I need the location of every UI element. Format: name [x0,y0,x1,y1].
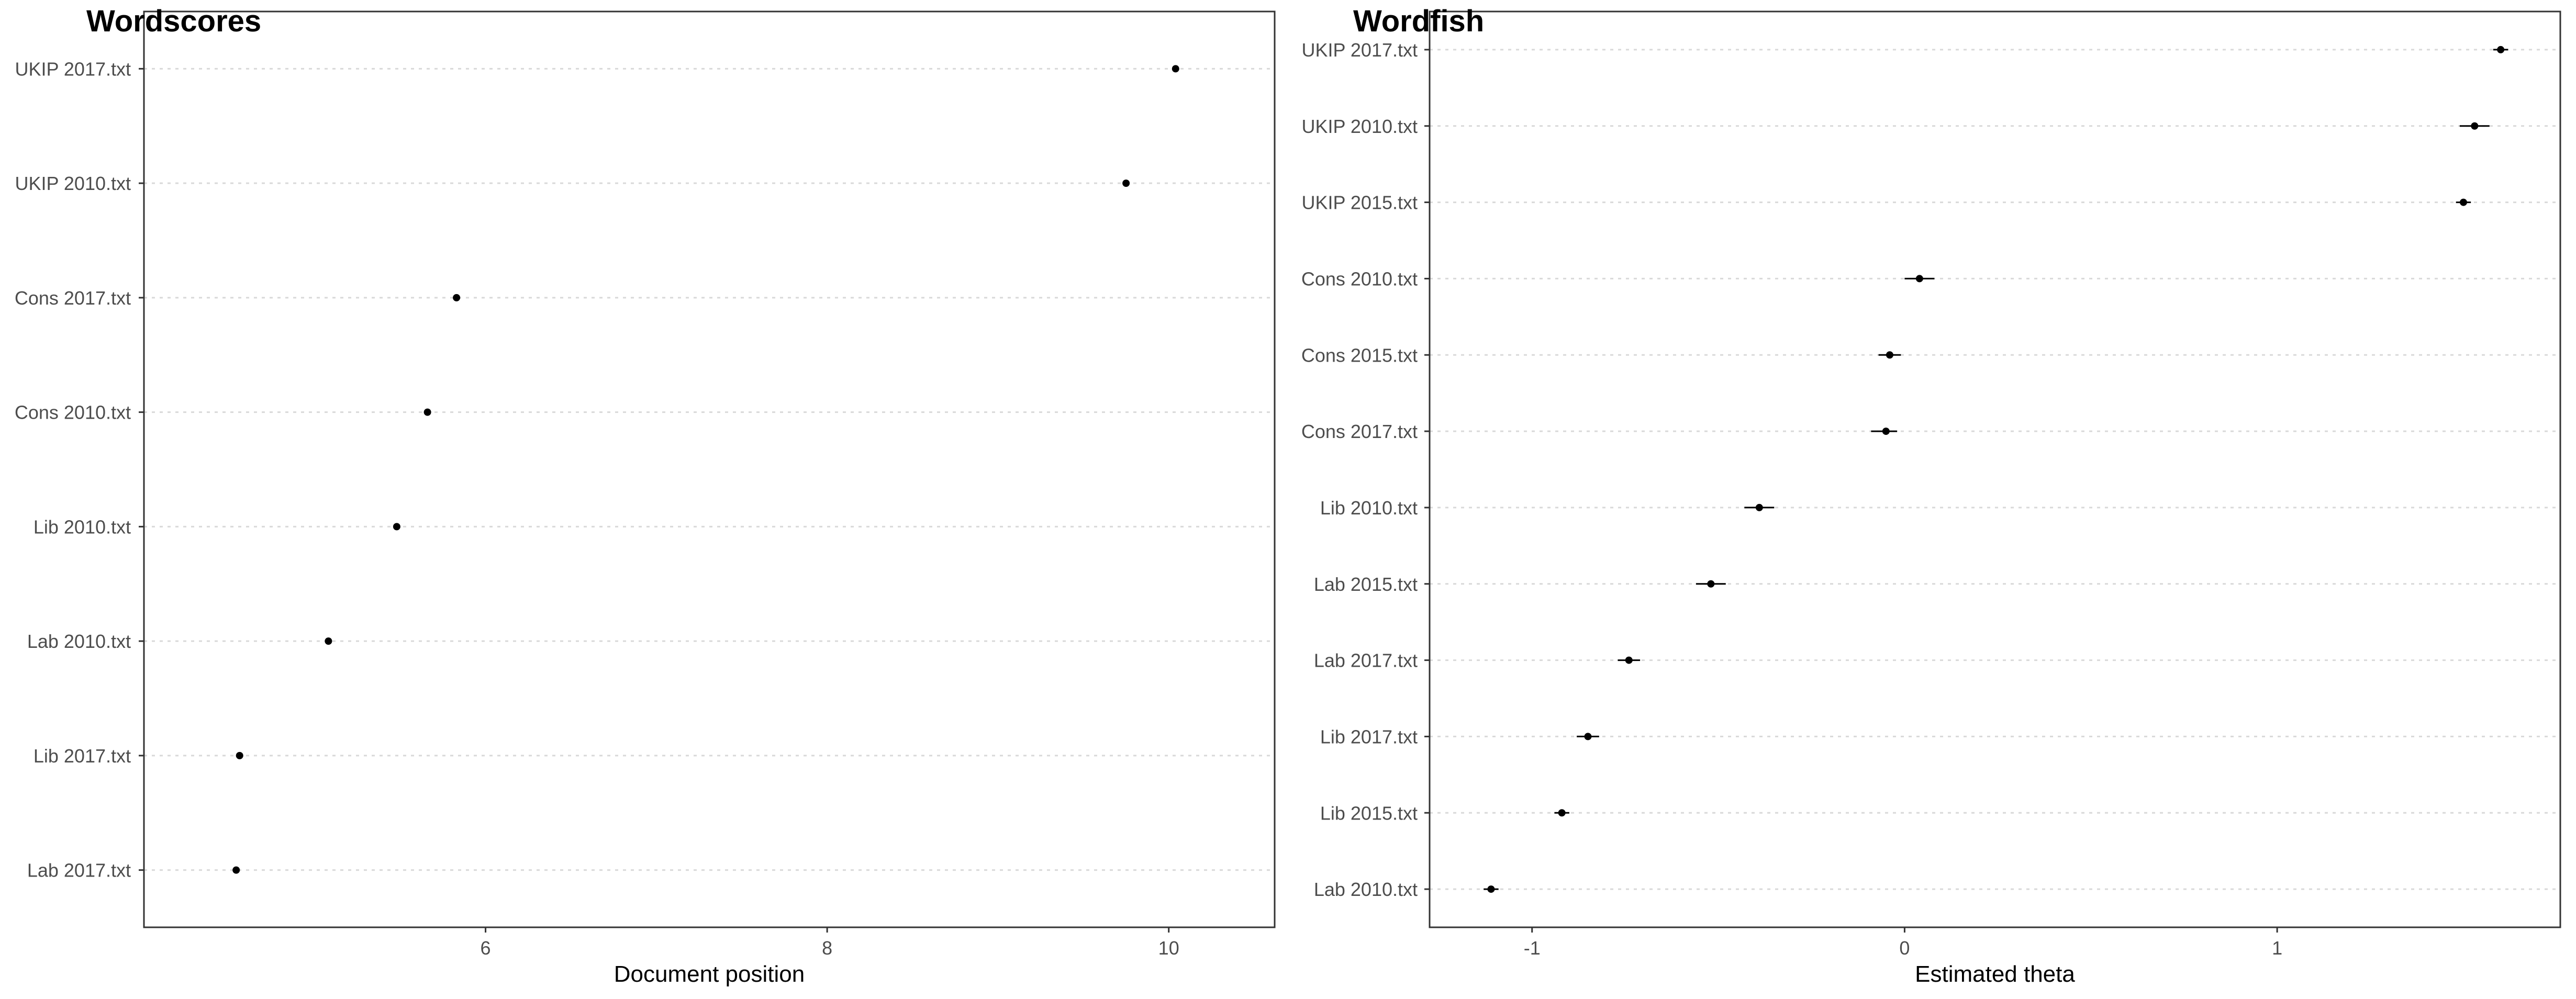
wordscores-data-point [325,637,332,645]
wordfish-data-point [1625,656,1633,664]
wordscores-data-point [423,408,431,416]
wordscores-plot: UKIP 2017.txt UKIP 2010.txt Cons 2017.txt C… [15,10,1276,959]
wordfish-data-point [1882,428,1890,435]
wordfish-x-axis-label: Estimated theta [1915,961,2075,987]
wordfish-data-point [1915,275,1923,283]
wordfish-x-tick-label: 0 [1899,937,1910,959]
wordscores-x-axis-label: Document position [614,961,805,987]
wordfish-x-tick-label: 1 [2272,937,2282,959]
wordscores-x-tick-label: 10 [1158,937,1179,959]
wordscores-data-point [453,294,461,301]
wordfish-y-tick-label: UKIP 2015.txt [1302,192,1418,214]
wordscores-y-tick-label: Lab 2017.txt [27,860,131,881]
wordscores-y-tick-label: Cons 2010.txt [15,402,131,423]
wordfish-data-point [1487,885,1495,893]
wordfish-panel: UKIP 2017.txt UKIP 2010.txt UKIP 2015.txt C… [1298,0,2576,999]
wordfish-plot: UKIP 2017.txt UKIP 2010.txt UKIP 2015.txt C… [1301,10,2561,959]
wordscores-data-point [393,523,400,531]
wordscores-y-tick-label: Lib 2017.txt [34,745,131,767]
wordfish-data-point [1707,580,1715,588]
wordfish-data-point [1558,809,1566,817]
wordfish-data-point [1755,503,1763,511]
wordfish-y-tick-label: UKIP 2017.txt [1302,39,1418,61]
wordfish-y-tick-label: Lab 2010.txt [1314,879,1418,900]
wordfish-data-point [1584,733,1592,740]
wordfish-y-tick-label: Cons 2017.txt [1301,421,1418,442]
wordfish-data-point [2459,198,2467,206]
wordscores-y-tick-label: Cons 2017.txt [15,287,131,309]
wordfish-data-point [2497,46,2505,53]
wordscores-panel-border [143,10,1276,928]
wordfish-y-tick-label: UKIP 2010.txt [1302,116,1418,137]
wordscores-data-point [232,866,240,874]
wordfish-x-tick-label: -1 [1524,937,1541,959]
wordfish-y-tick-label: Lib 2017.txt [1320,726,1418,747]
wordfish-y-tick-label: Lib 2010.txt [1320,497,1418,519]
wordfish-data-point [1886,351,1893,359]
wordscores-y-tick-label: Lib 2010.txt [34,516,131,537]
wordscores-data-point [1122,179,1130,187]
wordscores-data-point [1172,65,1179,73]
wordfish-y-tick-label: Cons 2015.txt [1301,344,1418,366]
wordfish-data-point [2471,122,2479,130]
wordfish-y-tick-label: Lab 2017.txt [1314,650,1418,671]
wordscores-data-point [236,751,243,759]
wordfish-panel-border [1429,10,2561,928]
wordfish-y-tick-label: Lab 2015.txt [1314,574,1418,595]
wordscores-y-tick-label: UKIP 2017.txt [15,58,131,80]
wordfish-title: Wordfish [1353,4,1485,38]
wordscores-title: Wordscores [86,4,262,38]
wordscores-y-tick-label: Lab 2010.txt [27,631,131,652]
wordscores-panel: UKIP 2017.txt UKIP 2010.txt Cons 2017.txt C… [15,4,1276,987]
wordscores-y-tick-label: UKIP 2010.txt [15,173,131,194]
wordscores-x-tick-label: 8 [822,937,832,959]
wordfish-y-tick-label: Cons 2010.txt [1301,268,1418,289]
wordfish-y-tick-label: Lib 2015.txt [1320,802,1418,824]
wordscores-x-tick-label: 6 [481,937,491,959]
